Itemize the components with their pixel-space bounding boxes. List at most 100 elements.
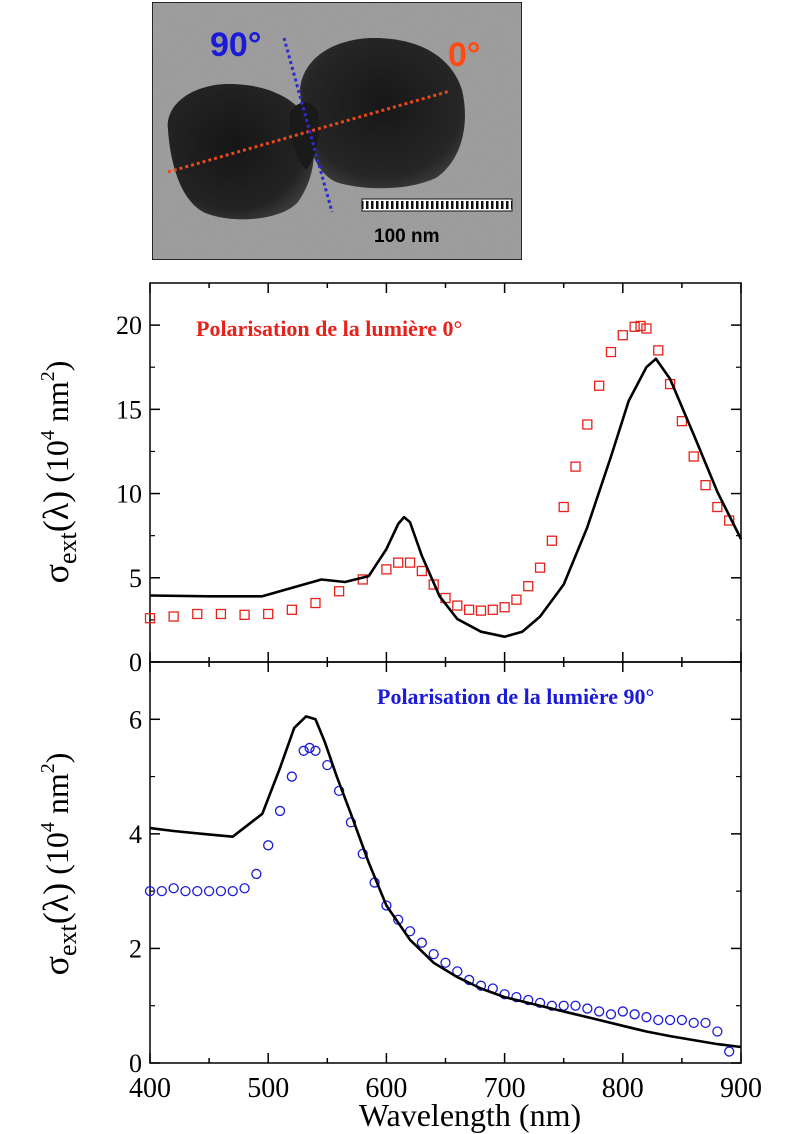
bottom-data-point xyxy=(558,1000,569,1011)
bottom-data-point xyxy=(605,1009,617,1020)
bottom-y-axis-title: σext(λ) (104 nm2) xyxy=(36,753,82,976)
top-data-point xyxy=(653,345,664,356)
bottom-data-point xyxy=(594,1006,605,1017)
x-axis-title: Wavelength (nm) xyxy=(359,1097,581,1133)
top-y-axis-title-part: σ xyxy=(36,564,76,583)
bottom-data-point xyxy=(345,817,357,828)
bottom-data-point xyxy=(239,883,250,894)
bottom-data-point xyxy=(251,868,262,880)
bottom-calc-line xyxy=(149,715,742,1049)
bottom-data-point xyxy=(570,1000,581,1011)
top-y-axis-title-part: ) xyxy=(39,361,75,372)
bottom-data-point xyxy=(310,745,321,756)
top-data-point xyxy=(635,320,646,332)
tem-image: 90° 0° 100 nm xyxy=(151,1,523,261)
bottom-data-point xyxy=(168,883,179,894)
bottom-y-axis-title-part: ext xyxy=(53,923,82,956)
top-data-point xyxy=(594,380,605,391)
bottom-data-point xyxy=(298,745,309,756)
top-data-point xyxy=(546,535,558,546)
top-data-point xyxy=(605,346,617,358)
bottom-y-axis-title-part: σ xyxy=(36,956,76,975)
bottom-x-tick-label: 500 xyxy=(247,1073,289,1104)
bottom-y-tick-label: 6 xyxy=(129,705,142,734)
bottom-data-point xyxy=(724,1046,735,1057)
bottom-data-point xyxy=(582,1003,593,1014)
bottom-data-point xyxy=(440,957,451,968)
tem-micrograph xyxy=(151,1,523,261)
top-data-point xyxy=(582,419,593,430)
top-data-point xyxy=(475,605,487,616)
label-90: 90° xyxy=(210,26,261,64)
top-y-axis-title-part: 4 xyxy=(37,430,59,440)
top-data-point xyxy=(416,565,428,577)
scale-bar xyxy=(361,198,513,212)
top-data-point xyxy=(641,323,652,334)
bottom-data-point xyxy=(712,1026,723,1037)
panel-top-chart: 0 5 10 15 20 Polarisation de la lumière 0° σex… xyxy=(36,282,743,677)
top-y-axis-title-part: ext xyxy=(53,531,82,564)
bottom-data-point xyxy=(274,805,286,817)
bottom-y-tick-label: 2 xyxy=(129,934,142,963)
top-polarisation-label: Polarisation de la lumière 0° xyxy=(196,316,462,341)
bottom-x-tick-label: 800 xyxy=(602,1073,644,1104)
top-y-tick-label: 0 xyxy=(129,648,142,677)
top-y-axis-title-part: nm xyxy=(39,381,75,430)
bottom-data-point xyxy=(546,1000,558,1011)
top-data-point xyxy=(570,461,581,472)
bottom-y-tick-label: 4 xyxy=(129,820,142,849)
top-data-point xyxy=(617,330,628,341)
top-data-point xyxy=(263,608,274,620)
top-data-point xyxy=(712,501,723,513)
top-data-point xyxy=(499,602,510,613)
top-y-tick-label: 20 xyxy=(116,311,142,340)
top-calc-line xyxy=(149,357,743,639)
top-data-point xyxy=(215,608,227,620)
bottom-y-axis-title-part: (λ) xyxy=(36,883,76,924)
top-y-tick-label: 10 xyxy=(116,480,142,509)
top-data-point xyxy=(393,557,404,568)
bottom-data-point xyxy=(653,1014,664,1026)
bottom-data-point xyxy=(534,997,546,1008)
panel-bottom-chart: 0 2 4 6 400 500 600 700 800 900 Polarisation de la… xyxy=(36,661,762,1104)
bottom-x-tick-label: 700 xyxy=(484,1073,526,1104)
bottom-data-point xyxy=(416,937,428,948)
bottom-data-point xyxy=(263,840,274,851)
top-y-axis-title-part: 2 xyxy=(37,371,59,381)
bottom-plot-frame xyxy=(149,661,742,1064)
bottom-polarisation-label: Polarisation de la lumière 90° xyxy=(377,684,654,709)
top-data-point xyxy=(404,557,416,568)
bottom-data-point xyxy=(227,885,238,897)
top-data-point xyxy=(487,604,498,615)
bottom-y-axis-title-part: (10 xyxy=(39,832,75,883)
bottom-y-axis-title-part: ) xyxy=(39,753,75,764)
top-data-point xyxy=(523,581,534,592)
bottom-y-axis-title-part: nm xyxy=(39,773,75,822)
bottom-data-point xyxy=(156,885,167,897)
bottom-data-point xyxy=(664,1014,676,1026)
bottom-data-point xyxy=(641,1012,652,1023)
top-data-point xyxy=(452,600,463,611)
bottom-data-point xyxy=(511,991,522,1003)
top-data-point xyxy=(381,564,392,575)
bottom-y-axis-title-part: 2 xyxy=(37,763,59,773)
top-data-point xyxy=(688,451,699,462)
bottom-data-point xyxy=(333,785,345,797)
bottom-x-tick-label: 900 xyxy=(720,1073,762,1104)
top-data-point xyxy=(286,604,297,615)
bottom-y-axis-title-part: 4 xyxy=(37,822,59,832)
bottom-data-point xyxy=(700,1017,711,1029)
top-data-point xyxy=(700,479,711,491)
bottom-data-point xyxy=(428,949,439,960)
bottom-data-point xyxy=(304,742,315,754)
bottom-data-point xyxy=(617,1006,628,1017)
top-y-axis-title-part: (10 xyxy=(39,440,75,491)
top-y-axis-title-part: (λ) xyxy=(36,491,76,532)
top-data-point xyxy=(511,594,522,605)
label-0: 0° xyxy=(448,36,481,74)
bottom-data-point xyxy=(144,885,156,897)
top-data-point xyxy=(310,597,321,609)
bottom-data-point xyxy=(676,1014,688,1026)
bottom-data-point xyxy=(180,885,191,897)
